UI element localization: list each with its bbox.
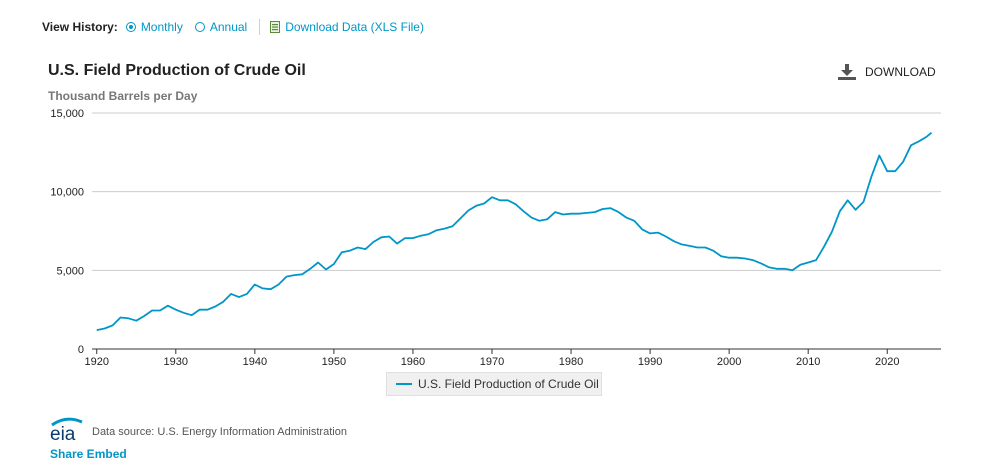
x-tick-label: 1940 [243,356,267,368]
chart-title: U.S. Field Production of Crude Oil [48,62,306,79]
series-line [96,132,933,331]
download-icon [838,64,856,80]
radio-annual[interactable]: Annual [194,20,248,34]
chart-subtitle: Thousand Barrels per Day [48,89,198,103]
download-data-label[interactable]: Download Data (XLS File) [285,20,424,34]
radio-monthly-label[interactable]: Monthly [140,20,183,34]
view-history-label: View History: [42,20,118,34]
x-tick-label: 1920 [85,356,109,368]
view-history-bar: View History: Monthly Annual Download Da… [42,17,424,37]
x-tick-label: 1990 [638,356,662,368]
x-tick-label: 1950 [322,356,346,368]
share-embed-link[interactable]: Share Embed [50,447,127,461]
radio-unchecked-icon[interactable] [194,22,205,32]
data-source-text: Data source: U.S. Energy Information Adm… [92,426,347,438]
x-tick-label: 1970 [480,356,504,368]
x-tick-label: 2010 [796,356,820,368]
x-tick-label: 2020 [875,356,899,368]
eia-logo: eia [48,416,86,445]
eia-logo-icon: eia [50,417,83,445]
x-tick-label: 1960 [401,356,425,368]
x-tick-label: 2000 [717,356,741,368]
download-button[interactable]: DOWNLOAD [838,64,936,80]
y-tick-label: 0 [78,344,84,356]
x-tick-label: 1930 [164,356,188,368]
download-button-label[interactable]: DOWNLOAD [865,65,936,79]
spreadsheet-icon [270,21,281,33]
y-tick-label: 5,000 [56,265,84,277]
download-data-link[interactable]: Download Data (XLS File) [270,20,424,34]
radio-checked-icon[interactable] [125,22,136,32]
divider [259,19,261,35]
legend[interactable]: U.S. Field Production of Crude Oil [386,372,602,396]
footer: eia Data source: U.S. Energy Information… [48,416,347,445]
eia-logo-text: eia [50,424,76,442]
x-tick-label: 1980 [559,356,583,368]
radio-annual-label[interactable]: Annual [209,20,248,34]
y-tick-label: 15,000 [50,108,84,120]
radio-monthly[interactable]: Monthly [125,20,183,34]
legend-label[interactable]: U.S. Field Production of Crude Oil [418,377,599,391]
y-tick-label: 10,000 [50,187,84,199]
legend-swatch [396,383,412,385]
